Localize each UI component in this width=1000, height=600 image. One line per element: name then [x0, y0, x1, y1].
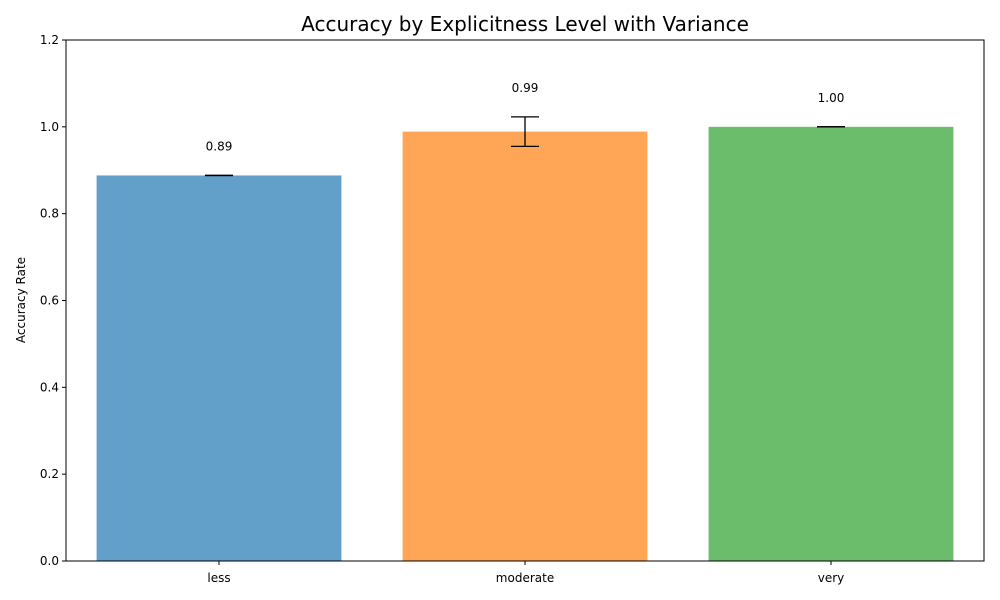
- y-tick-label: 1.2: [40, 33, 59, 47]
- y-tick-label: 1.0: [40, 120, 59, 134]
- bar-very: [708, 126, 954, 561]
- plot-area: 0.0 0.2 0.4 0.6 0.8 1.0 1.2 0.89 less 0.99 moderat…: [40, 33, 954, 585]
- bar-less: [96, 175, 342, 561]
- data-label-moderate: 0.99: [512, 81, 539, 95]
- plot-frame: [65, 39, 985, 562]
- chart-title: Accuracy by Explicitness Level with Vari…: [301, 12, 749, 36]
- y-tick-label: 0.4: [40, 380, 59, 394]
- x-tick-label-less: less: [207, 571, 230, 585]
- y-tick-label: 0.2: [40, 467, 59, 481]
- data-label-less: 0.89: [206, 139, 233, 153]
- data-label-very: 1.00: [818, 91, 845, 105]
- y-tick-label: 0.6: [40, 294, 59, 308]
- x-tick-label-moderate: moderate: [496, 571, 554, 585]
- y-axis-label: Accuracy Rate: [14, 257, 28, 343]
- bar-moderate: [402, 131, 648, 561]
- x-tick-label-very: very: [818, 571, 845, 585]
- y-tick-label: 0.8: [40, 207, 59, 221]
- y-tick-label: 0.0: [40, 554, 59, 568]
